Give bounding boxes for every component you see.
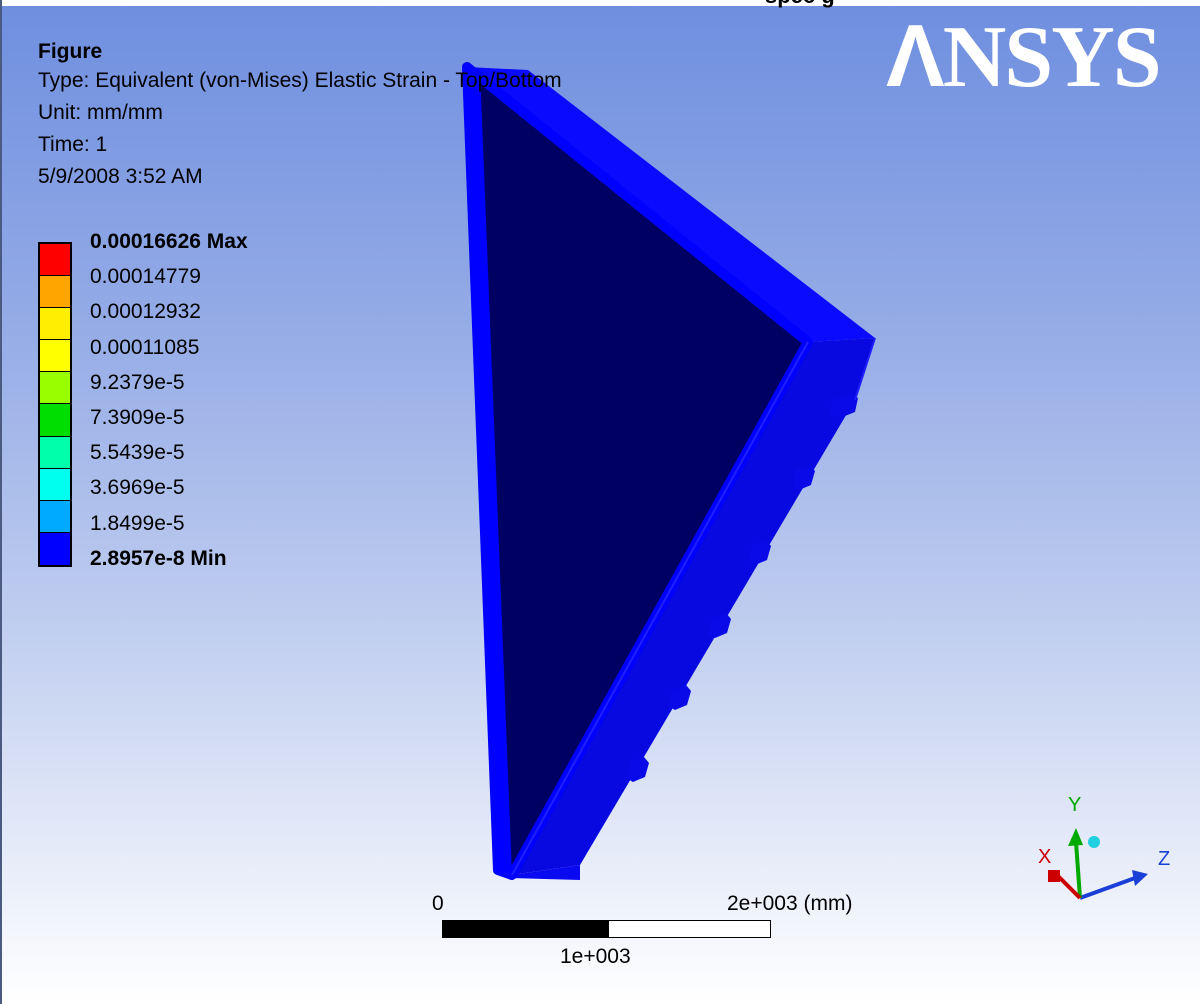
- legend-label: 7.3909e-5: [90, 406, 185, 429]
- figure-title: Figure: [38, 40, 103, 63]
- legend-swatch: [40, 276, 70, 309]
- legend-swatch: [40, 532, 70, 565]
- legend-swatch: [40, 404, 70, 437]
- legend-label: 3.6969e-5: [90, 476, 185, 500]
- result-type: Type: Equivalent (von-Mises) Elastic Str…: [38, 69, 562, 92]
- legend-color-bar: [38, 242, 72, 567]
- result-unit: Unit: mm/mm: [38, 101, 163, 124]
- model-top-edge: [467, 67, 875, 342]
- triad-origin-sphere: [1088, 836, 1100, 848]
- legend-swatch: [40, 372, 70, 405]
- model-left-edge: [467, 67, 512, 875]
- scale-mid-label: 1e+003: [560, 945, 631, 968]
- axis-y-label: Y: [1068, 794, 1082, 816]
- viewport-border: [0, 0, 2, 1004]
- legend-label: 2.8957e-8 Min: [90, 546, 227, 570]
- legend-swatch: [40, 308, 70, 341]
- result-info: Figure Type: Equivalent (von-Mises) Elas…: [38, 38, 562, 193]
- legend-label: 0.00011085: [90, 335, 200, 359]
- legend-swatch: [40, 500, 70, 533]
- legend-swatch: [40, 340, 70, 373]
- legend-swatch: [40, 244, 70, 277]
- model-side-lines: [511, 337, 876, 876]
- axis-z-label: Z: [1158, 848, 1171, 870]
- scale-right-label: 2e+003 (mm): [727, 892, 853, 915]
- model-tabs: [626, 394, 858, 782]
- legend-label: 1.8499e-5: [90, 511, 185, 535]
- legend-label: 0.00014779: [90, 265, 201, 289]
- axis-x-label: X: [1038, 846, 1052, 868]
- scale-segment-white: [608, 920, 771, 938]
- legend-label: 5.5439e-5: [90, 441, 185, 465]
- scale-segment-black: [442, 920, 608, 938]
- cut-off-title: spec g: [765, 0, 835, 9]
- legend-swatch: [40, 468, 70, 501]
- result-date: 5/9/2008 3:52 AM: [38, 165, 203, 188]
- result-time: Time: 1: [38, 133, 108, 156]
- scale-left-label: 0: [432, 892, 444, 915]
- legend-label: 0.00012932: [90, 300, 201, 324]
- legend-swatch: [40, 436, 70, 469]
- model-side-face: [512, 338, 875, 875]
- axis-triad[interactable]: Y X Z: [1020, 790, 1190, 915]
- top-strip: [0, 0, 1200, 6]
- legend-label: 9.2379e-5: [90, 370, 185, 394]
- triad-graphic: [1048, 828, 1148, 900]
- legend-label: 0.00016626 Max: [90, 230, 248, 253]
- ansys-logo: ΛNSYS: [886, 6, 1162, 106]
